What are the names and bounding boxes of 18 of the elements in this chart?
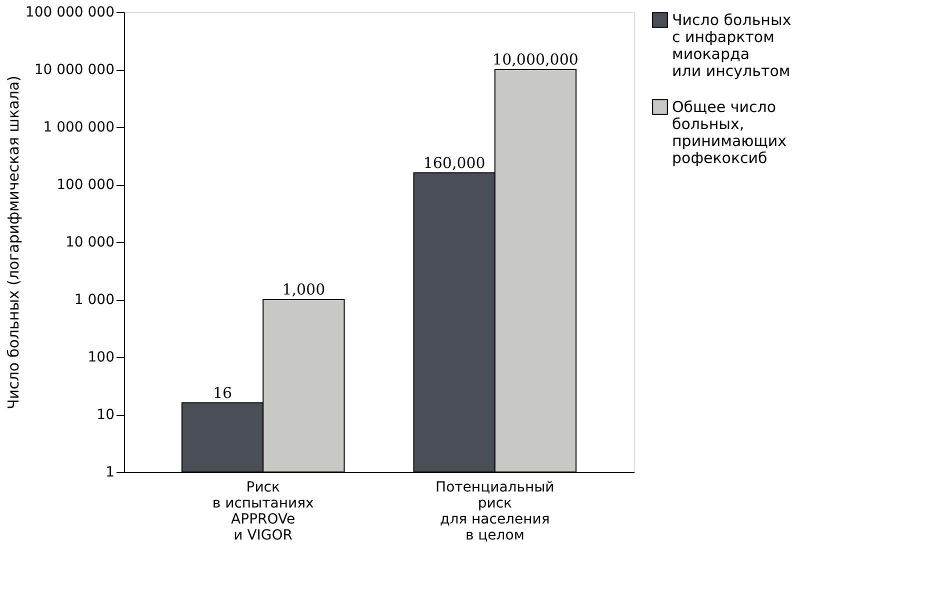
y-tick-label: 10 bbox=[96, 407, 114, 423]
x-tick-label: Потенциальный риск для населения в целом bbox=[436, 480, 554, 544]
y-tick-label: 10 000 000 bbox=[34, 62, 114, 78]
y-tick-label: 100 bbox=[88, 350, 114, 366]
y-axis-title: Число больных (логарифмическая шкала) bbox=[4, 76, 22, 410]
x-tick-label: Риск в испытаниях APPROVe и VIGOR bbox=[212, 480, 314, 544]
data-label: 1,000 bbox=[282, 280, 326, 298]
legend-label: Общее число больных, принимающих рофекоксиб bbox=[672, 98, 787, 167]
y-tick-label: 10 000 bbox=[66, 234, 114, 250]
y-tick-label: 1 000 000 bbox=[43, 120, 114, 136]
y-tick-label: 100 000 000 bbox=[25, 4, 114, 20]
y-tick-label: 100 000 bbox=[56, 177, 114, 193]
data-label: 10,000,000 bbox=[492, 50, 578, 68]
legend-label: Число больных с инфарктом миокарда или инсультом bbox=[672, 11, 792, 80]
y-tick-label: 1 bbox=[106, 464, 114, 480]
data-label: 16 bbox=[212, 384, 232, 402]
data-label: 160,000 bbox=[423, 154, 486, 172]
y-tick-label: 1 000 bbox=[74, 292, 114, 308]
